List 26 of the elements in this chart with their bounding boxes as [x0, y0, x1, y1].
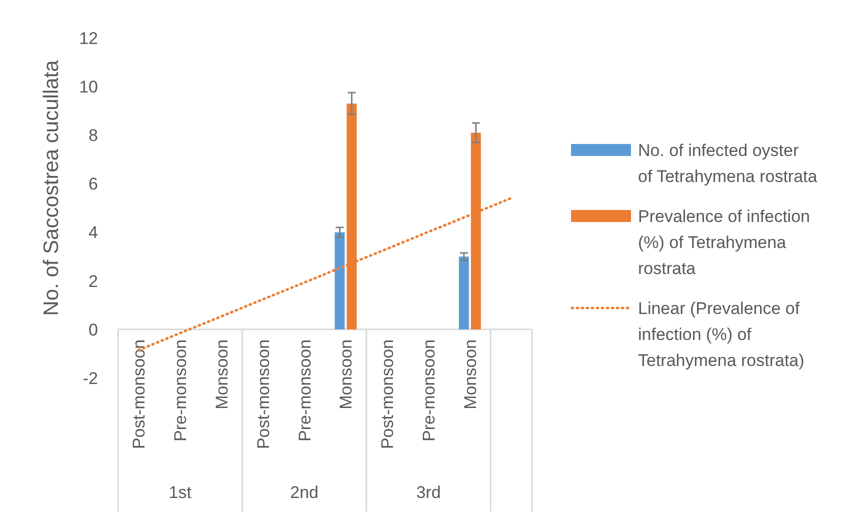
y-tick-label: 4: [88, 223, 98, 242]
y-tick-label: 10: [79, 78, 98, 97]
text: 1st: [168, 483, 192, 502]
y-tick-label: 6: [88, 174, 98, 194]
legend-label: No. of infected oyster of Tetrahymena rostrata: [638, 140, 818, 186]
x-tick-label: Post-monsoon: [254, 339, 273, 450]
legend-label: Prevalence of infection (%) of Tetrahymena rostrata: [638, 206, 810, 278]
bar: [334, 232, 345, 330]
bar: [458, 256, 469, 330]
x-tick-label: Post-monsoon: [378, 339, 398, 450]
y-tick-label: -2: [82, 368, 98, 388]
text: 2nd: [290, 483, 318, 502]
text: 3rd: [416, 483, 441, 502]
x-tick-label: Pre-monsoon: [295, 339, 314, 442]
y-tick-label: 8: [88, 126, 98, 146]
x-tick-label: Post-monsoon: [130, 339, 149, 450]
y-tick-label: 12: [79, 28, 98, 48]
x-tick-label: Monsoon: [336, 339, 356, 410]
y-tick-label: 2: [88, 272, 98, 291]
legend-label: Linear (Prevalence of infection (%) of Tetrahymena rostrata): [638, 298, 804, 370]
y-tick-label: 0: [88, 320, 98, 340]
x-tick-label: Monsoon: [460, 339, 480, 410]
x-tick-label: Pre-monsoon: [171, 339, 190, 442]
y-axis-title: No. of Saccostrea cucullata: [40, 60, 63, 316]
x-tick-label: Monsoon: [212, 339, 232, 410]
x-tick-label: Pre-monsoon: [419, 339, 438, 442]
